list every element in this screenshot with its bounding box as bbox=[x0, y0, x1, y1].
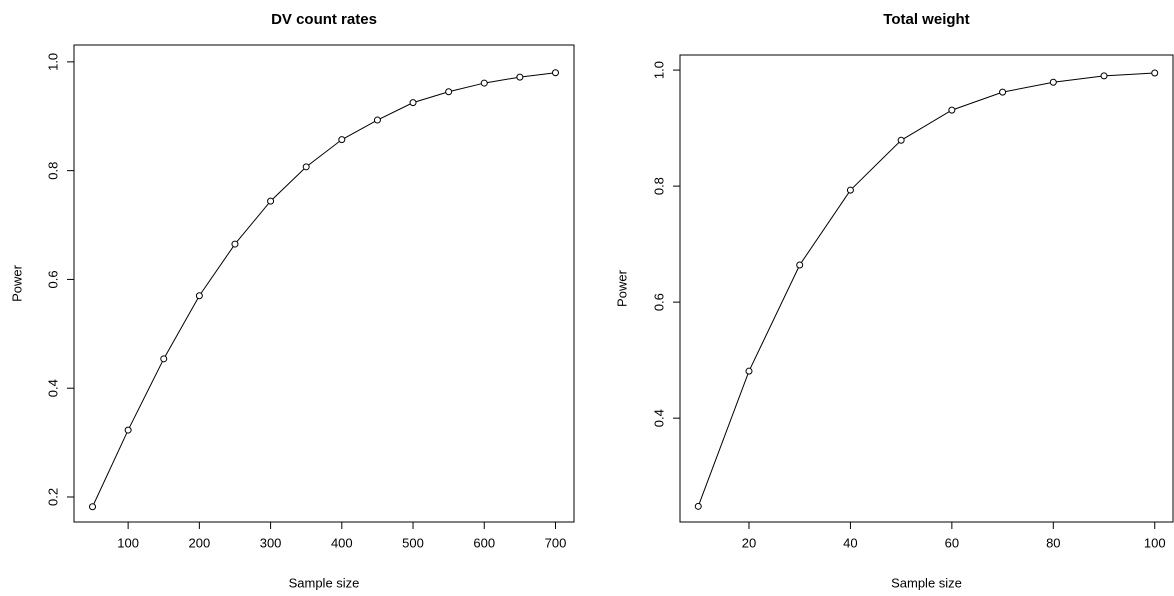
x-axis-label: Sample size bbox=[289, 575, 360, 590]
x-tick-label: 80 bbox=[1046, 535, 1060, 550]
point bbox=[338, 136, 346, 144]
point bbox=[160, 355, 168, 363]
point bbox=[195, 292, 203, 300]
y-tick-label: 0.6 bbox=[651, 293, 666, 311]
y-axis-label: Power bbox=[9, 264, 24, 302]
series-line bbox=[697, 72, 1155, 507]
y-tick-label: 1.0 bbox=[45, 53, 60, 71]
point bbox=[1100, 72, 1108, 80]
point bbox=[1049, 78, 1057, 86]
point bbox=[796, 261, 804, 269]
point bbox=[89, 503, 97, 511]
point bbox=[124, 426, 132, 434]
x-tick-label: 300 bbox=[260, 535, 282, 550]
chart-title: DV count rates bbox=[271, 11, 377, 28]
y-tick-label: 0.6 bbox=[45, 270, 60, 288]
y-axis-label: Power bbox=[614, 269, 629, 307]
x-tick-label: 600 bbox=[473, 535, 495, 550]
x-tick-label: 400 bbox=[331, 535, 353, 550]
x-tick-label: 60 bbox=[945, 535, 959, 550]
plot-box bbox=[679, 54, 1174, 523]
point bbox=[373, 116, 381, 124]
point bbox=[948, 106, 956, 114]
point bbox=[302, 163, 310, 171]
x-tick-label: 20 bbox=[742, 535, 756, 550]
point bbox=[445, 88, 453, 96]
y-tick-label: 1.0 bbox=[651, 61, 666, 79]
plot-box bbox=[73, 44, 575, 523]
point bbox=[1151, 69, 1159, 77]
point bbox=[516, 73, 524, 81]
y-tick-label: 0.8 bbox=[651, 177, 666, 195]
x-tick-label: 700 bbox=[545, 535, 567, 550]
point bbox=[745, 367, 753, 375]
x-axis-label: Sample size bbox=[891, 575, 962, 590]
y-tick-label: 0.4 bbox=[651, 409, 666, 427]
y-tick-label: 0.8 bbox=[45, 162, 60, 180]
x-tick-label: 200 bbox=[189, 535, 211, 550]
point bbox=[231, 240, 239, 248]
point bbox=[694, 502, 702, 510]
chart-title: Total weight bbox=[883, 11, 969, 28]
point bbox=[897, 136, 905, 144]
y-tick-label: 0.2 bbox=[45, 488, 60, 506]
point bbox=[409, 99, 417, 107]
point bbox=[999, 88, 1007, 96]
point bbox=[551, 69, 559, 77]
point bbox=[846, 186, 854, 194]
series-line bbox=[92, 72, 556, 507]
x-tick-label: 100 bbox=[1144, 535, 1166, 550]
y-tick-label: 0.4 bbox=[45, 379, 60, 397]
x-tick-label: 40 bbox=[843, 535, 857, 550]
point bbox=[480, 79, 488, 87]
point bbox=[267, 197, 275, 205]
x-tick-label: 500 bbox=[402, 535, 424, 550]
x-tick-label: 100 bbox=[117, 535, 139, 550]
